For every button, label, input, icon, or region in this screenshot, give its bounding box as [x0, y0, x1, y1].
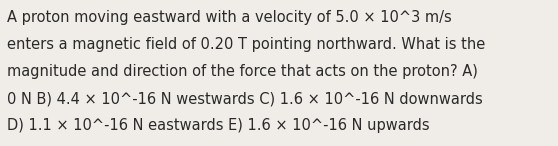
Text: A proton moving eastward with a velocity of 5.0 × 10^3 m/s: A proton moving eastward with a velocity…: [7, 10, 451, 25]
Text: enters a magnetic field of 0.20 T pointing northward. What is the: enters a magnetic field of 0.20 T pointi…: [7, 37, 485, 52]
Text: magnitude and direction of the force that acts on the proton? A): magnitude and direction of the force tha…: [7, 64, 478, 79]
Text: 0 N B) 4.4 × 10^-16 N westwards C) 1.6 × 10^-16 N downwards: 0 N B) 4.4 × 10^-16 N westwards C) 1.6 ×…: [7, 91, 483, 106]
Text: D) 1.1 × 10^-16 N eastwards E) 1.6 × 10^-16 N upwards: D) 1.1 × 10^-16 N eastwards E) 1.6 × 10^…: [7, 118, 429, 133]
